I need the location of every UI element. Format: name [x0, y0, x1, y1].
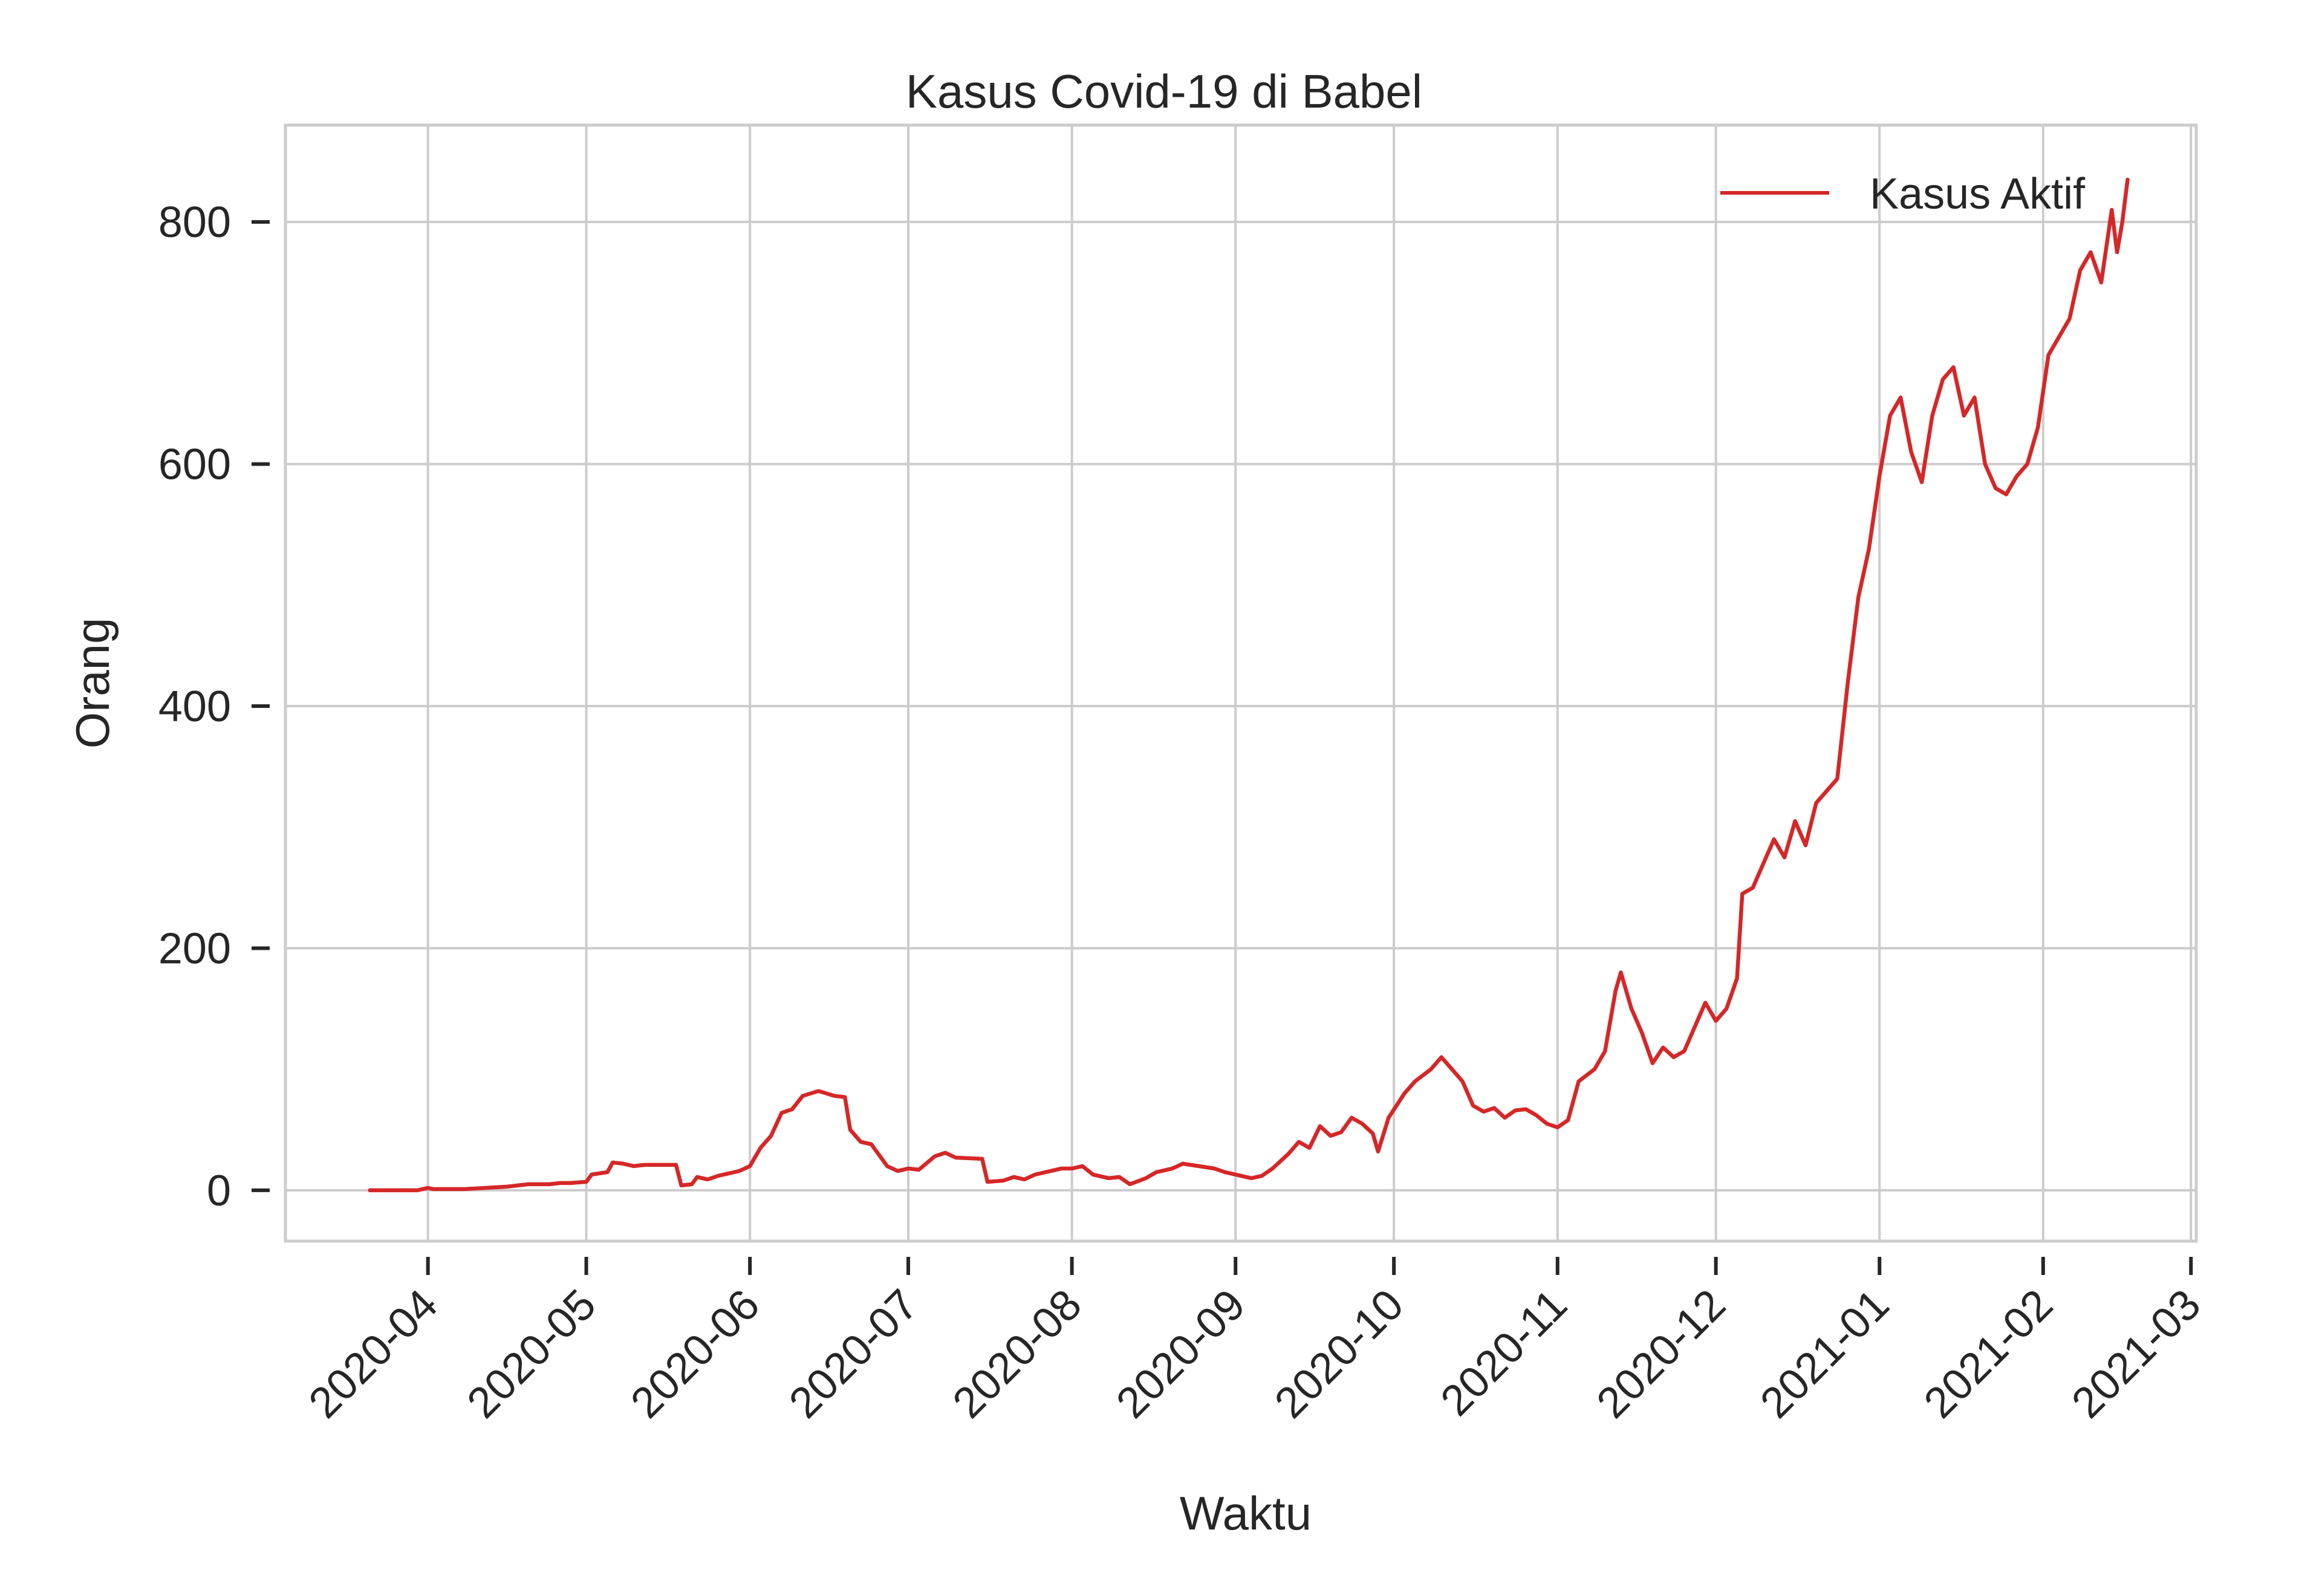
y-axis-label: Orang	[66, 618, 119, 749]
legend: Kasus Aktif	[1720, 170, 2086, 218]
legend-label: Kasus Aktif	[1870, 170, 2086, 218]
plot-area-frame	[284, 123, 2198, 1243]
x-axis-label: Waktu	[1180, 1487, 1312, 1540]
y-tick-label: 200	[158, 924, 231, 973]
grid	[285, 125, 2196, 1241]
y-tick-label: 600	[158, 441, 231, 489]
series-line-kasus-aktif	[368, 177, 2130, 1193]
y-tick-label: 400	[158, 683, 231, 731]
line-series	[368, 177, 2130, 1193]
chart-title: Kasus Covid-19 di Babel	[906, 65, 1422, 118]
y-tick-label: 800	[158, 198, 231, 247]
y-tick-label: 0	[207, 1167, 231, 1215]
